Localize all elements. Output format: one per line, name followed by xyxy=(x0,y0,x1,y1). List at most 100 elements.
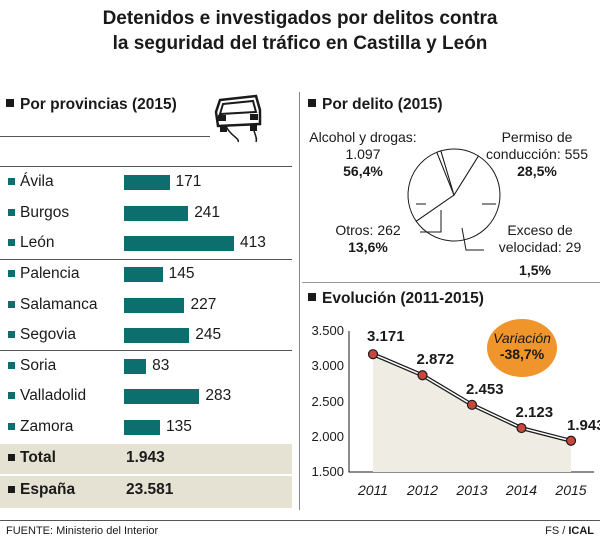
province-value-zamora: 135 xyxy=(165,418,192,435)
province-value-leon: 413 xyxy=(240,234,266,251)
line-point-2015 xyxy=(565,435,577,446)
line-point-2013 xyxy=(466,399,478,410)
x-tick-label: 2012 xyxy=(406,482,439,498)
province-bullet-icon xyxy=(8,331,15,338)
pie-label-alcohol-value: 1.097 xyxy=(345,146,381,162)
province-row-segovia: Segovia 245 xyxy=(0,321,292,351)
delito-heading-text: Por delito (2015) xyxy=(322,96,443,113)
pie-label-alcohol: Alcohol y drogas: 1.097 56,4% xyxy=(304,129,422,180)
province-bullet-icon xyxy=(8,392,15,399)
page-title: Detenidos e investigados por delitos con… xyxy=(0,6,600,56)
total-value: 1.943 xyxy=(126,449,165,466)
province-bar-zamora xyxy=(124,420,160,435)
column-divider xyxy=(299,92,300,510)
province-value-soria: 83 xyxy=(152,357,170,374)
y-tick-label: 3.500 xyxy=(311,323,344,338)
line-point-2011 xyxy=(367,349,379,360)
y-tick-label: 1.500 xyxy=(311,464,344,479)
espana-label: España xyxy=(20,481,76,498)
province-name-avila: Ávila xyxy=(20,173,54,190)
line-data-label-2011: 3.171 xyxy=(367,328,405,346)
pie-label-otros: Otros: 262 13,6% xyxy=(328,222,408,256)
province-bullet-icon xyxy=(8,423,15,430)
province-value-valladolid: 283 xyxy=(205,387,232,404)
title-line-2: la seguridad del tráfico en Castilla y L… xyxy=(112,33,488,54)
province-name-burgos: Burgos xyxy=(20,204,70,221)
provincias-divider-1 xyxy=(0,166,292,167)
provincias-heading-text: Por provincias (2015) xyxy=(20,96,177,113)
line-data-label-2015: 1.943 xyxy=(567,416,600,434)
pie-label-alcohol-pct: 56,4% xyxy=(343,163,383,179)
total-row: Total 1.943 xyxy=(0,444,292,474)
pie-label-exceso-name1: Exceso de xyxy=(507,222,573,238)
pie-leader-exceso xyxy=(461,227,484,251)
pie-label-permiso-pct: 28,5% xyxy=(517,163,557,179)
right-divider xyxy=(302,282,600,283)
footer-credit-fs: FS xyxy=(545,525,560,537)
pie-label-permiso-name1: Permiso de xyxy=(501,129,573,145)
pie-label-exceso-pct: 1,5% xyxy=(519,262,551,278)
heading-square-icon xyxy=(308,99,316,107)
y-tick-label: 3.000 xyxy=(311,358,344,374)
title-line-1: Detenidos e investigados por delitos con… xyxy=(102,8,498,29)
province-name-valladolid: Valladolid xyxy=(20,387,87,404)
province-value-salamanca: 227 xyxy=(190,296,217,313)
province-row-salamanca: Salamanca 227 xyxy=(0,291,292,321)
footer-source: FUENTE: Ministerio del Interior xyxy=(6,525,159,537)
total-bullet-icon xyxy=(8,454,15,461)
pie-label-exceso: Exceso de velocidad: 29 xyxy=(488,222,592,256)
province-value-avila: 171 xyxy=(175,173,202,190)
province-value-burgos: 241 xyxy=(194,204,221,221)
line-data-label-2012: 2.872 xyxy=(416,351,455,369)
x-tick-label: 2013 xyxy=(456,482,488,498)
pie-label-otros-name: Otros: 262 xyxy=(335,222,401,238)
province-bar-valladolid xyxy=(124,389,200,404)
pie-label-exceso-name2: velocidad: 29 xyxy=(498,239,582,255)
pie-label-exceso-pct-wrap: 1,5% xyxy=(510,262,560,279)
province-row-avila: Ávila 171 xyxy=(0,168,292,198)
province-row-burgos: Burgos 241 xyxy=(0,199,292,229)
line-data-label-2013: 2.453 xyxy=(466,380,504,398)
car-icon-svg xyxy=(214,94,262,143)
provincias-divider-2 xyxy=(0,259,292,260)
footer-credit-ical: ICAL xyxy=(568,525,594,537)
evolucion-heading: Evolución (2011-2015) xyxy=(308,290,484,308)
total-label: Total xyxy=(20,449,56,466)
province-row-palencia: Palencia 145 xyxy=(0,260,292,290)
province-row-soria: Soria 83 xyxy=(0,352,292,382)
province-bar-burgos xyxy=(124,206,189,221)
total-separator xyxy=(0,474,292,475)
province-bullet-icon xyxy=(8,270,15,277)
province-bullet-icon xyxy=(8,362,15,369)
province-bar-soria xyxy=(124,359,147,374)
province-bar-avila xyxy=(124,175,170,190)
pie-label-permiso-name2: conducción: 555 xyxy=(486,146,588,162)
province-row-zamora: Zamora 135 xyxy=(0,413,292,443)
x-tick-label: 2015 xyxy=(555,482,587,498)
variation-badge-label: Variación xyxy=(493,330,551,346)
delito-heading: Por delito (2015) xyxy=(308,96,443,114)
province-name-palencia: Palencia xyxy=(20,265,80,282)
province-name-salamanca: Salamanca xyxy=(20,296,98,313)
province-name-soria: Soria xyxy=(20,357,57,374)
province-bullet-icon xyxy=(8,301,15,308)
footer-divider xyxy=(0,520,600,521)
footer-credit-sep: / xyxy=(559,525,569,537)
line-point-2014 xyxy=(516,422,527,434)
province-name-zamora: Zamora xyxy=(20,418,74,435)
y-tick-label: 2.000 xyxy=(311,428,344,444)
x-tick-label: 2014 xyxy=(505,482,538,498)
province-row-valladolid: Valladolid 283 xyxy=(0,382,292,412)
province-bar-segovia xyxy=(124,328,190,343)
line-point-2012 xyxy=(417,370,428,381)
province-row-leon: León 413 xyxy=(0,229,292,259)
line-chart-axis xyxy=(348,331,594,473)
variation-badge-value: -38,7% xyxy=(499,346,545,362)
pie-label-otros-pct: 13,6% xyxy=(348,239,388,255)
provincias-heading: Por provincias (2015) xyxy=(6,96,177,114)
variation-badge: Variación -38,7% xyxy=(487,319,557,377)
pie-leader-otros xyxy=(420,210,442,233)
province-bar-palencia xyxy=(124,267,163,282)
pie-label-alcohol-name: Alcohol y drogas: xyxy=(309,129,417,145)
province-name-segovia: Segovia xyxy=(20,326,77,343)
